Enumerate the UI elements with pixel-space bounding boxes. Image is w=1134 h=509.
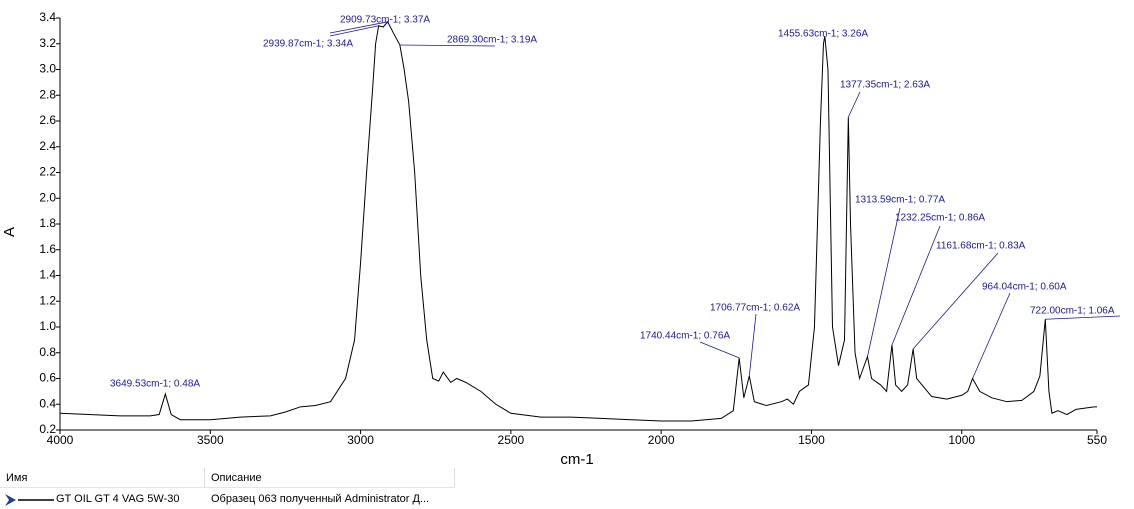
y-tick-label: 2.2: [39, 165, 56, 179]
y-tick-label: 2.0: [39, 190, 56, 204]
annotation: 3649.53cm-1; 0.48A: [110, 379, 200, 390]
x-tick-label: 3000: [347, 433, 374, 447]
annotation: 2869.30cm-1; 3.19A: [447, 35, 537, 46]
y-tick-label: 0.2: [39, 422, 56, 436]
annotation-leader: [1045, 315, 1121, 320]
y-tick-label: 1.2: [39, 293, 56, 307]
annotation: 2909.73cm-1; 3.37A: [340, 15, 430, 26]
y-tick-label: 3.0: [39, 62, 56, 76]
y-tick-label: 1.0: [39, 319, 56, 333]
annotation: 1161.68cm-1; 0.83A: [936, 241, 1026, 252]
chart: cm-1 A 0.2 0.4 0.6 0.8 1.0 1.2 1.4 1.6 1.8 2.0 2.2…: [1, 10, 1121, 468]
annotation-leader: [748, 313, 757, 376]
annotation: 1232.25cm-1; 0.86A: [895, 213, 985, 224]
series-description[interactable]: Образец 063 полученный Administrator Д..…: [211, 493, 430, 505]
annotation-leader: [867, 207, 901, 357]
annotation-leader: [847, 91, 861, 118]
legend-table: Имя Описание GT OIL GT 4 VAG 5W-30 Образ…: [0, 468, 1134, 509]
annotation: 2939.87cm-1; 3.34A: [263, 39, 353, 50]
x-axis-label: cm-1: [560, 451, 593, 468]
y-tick-label: 0.6: [39, 371, 56, 385]
annotation-leader: [699, 341, 740, 359]
y-tick-label: 1.6: [39, 242, 56, 256]
y-tick-label: 0.4: [39, 396, 56, 410]
spectrum-line: [59, 20, 1097, 422]
column-header[interactable]: Имя: [0, 468, 205, 488]
annotation-leader: [399, 44, 496, 47]
x-tick-label: 4000: [47, 433, 74, 447]
annotation: 1706.77cm-1; 0.62A: [710, 303, 800, 314]
y-tick-label: 2.6: [39, 113, 56, 127]
x-tick-label: 1500: [798, 433, 825, 447]
annotation-leader: [891, 225, 941, 346]
series-icon: [5, 494, 54, 506]
y-tick-label: 1.4: [39, 268, 56, 282]
annotation: 1377.35cm-1; 2.63A: [840, 80, 930, 91]
annotation-leader: [329, 25, 379, 37]
annotation: 1740.44cm-1; 0.76A: [640, 331, 730, 342]
y-axis-label: A: [1, 227, 18, 237]
annotation: 964.04cm-1; 0.60A: [982, 282, 1067, 293]
x-tick-label: 550: [1087, 433, 1107, 447]
y-tick-label: 3.2: [39, 36, 56, 50]
column-header[interactable]: Описание: [205, 468, 455, 488]
annotation: 1455.63cm-1; 3.26A: [778, 29, 868, 40]
y-tick-label: 3.4: [39, 10, 56, 24]
y-tick-label: 1.8: [39, 216, 56, 230]
x-tick-label: 1000: [948, 433, 975, 447]
annotation: 722.00cm-1; 1.06A: [1030, 306, 1115, 317]
x-tick-label: 3500: [197, 433, 224, 447]
annotation-leader: [912, 252, 999, 350]
row-arrow: [5, 494, 16, 506]
x-tick-label: 2000: [648, 433, 675, 447]
y-tick-label: 2.8: [39, 87, 56, 101]
x-tick-label: 2500: [498, 433, 525, 447]
annotation-leader: [972, 292, 1011, 379]
y-tick-label: 0.8: [39, 345, 56, 359]
annotation-leader: [329, 21, 388, 34]
y-tick-label: 2.4: [39, 139, 56, 153]
annotation: 1313.59cm-1; 0.77A: [855, 195, 945, 206]
series-name[interactable]: GT OIL GT 4 VAG 5W-30: [56, 493, 180, 505]
